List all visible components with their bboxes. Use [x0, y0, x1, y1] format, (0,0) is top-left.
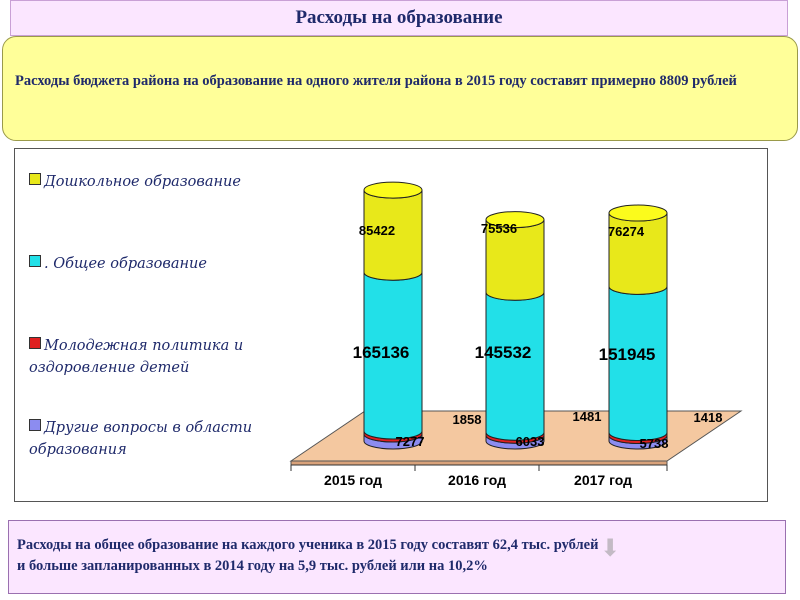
- legend-swatch-youth: [29, 337, 41, 349]
- legend-item-preschool: Дошкольное образование: [29, 171, 241, 193]
- x-tick-label-0: 2015 год: [324, 472, 382, 488]
- legend-item-youth: Молодежная политика и оздоровление детей: [29, 335, 259, 379]
- legend-swatch-preschool: [29, 173, 41, 185]
- info-callout: Расходы бюджета района на образование на…: [2, 36, 798, 141]
- chart-floor-edge: [290, 460, 668, 466]
- page-title-bar: Расходы на образование: [10, 0, 788, 36]
- bar-segment-1-3: [485, 211, 545, 301]
- value-label-0-2: 165136: [353, 343, 410, 362]
- legend-label-general: . Общее образование: [44, 256, 207, 272]
- legend-item-other: Другие вопросы в области образования: [29, 417, 265, 461]
- value-label-0-1: 1858: [453, 412, 482, 427]
- bar-segment-1-2: [485, 292, 545, 441]
- value-label-1-2: 145532: [475, 343, 532, 362]
- value-label-1-3: 75536: [481, 221, 517, 236]
- x-tick-label-2: 2017 год: [574, 472, 632, 488]
- value-label-2-3: 76274: [608, 224, 645, 239]
- value-label-0-3: 85422: [359, 223, 395, 238]
- page-title: Расходы на образование: [295, 7, 503, 28]
- bar-segment-2-3: [608, 204, 668, 295]
- legend-label-preschool: Дошкольное образование: [44, 174, 241, 190]
- footer-line-2: и больше запланированных в 2014 году на …: [17, 558, 488, 574]
- footer-note: Расходы на общее образование на каждого …: [8, 520, 786, 594]
- value-label-2-2: 151945: [599, 345, 656, 364]
- value-label-2-1: 1418: [694, 410, 723, 425]
- chart-panel: Дошкольное образование . Общее образован…: [14, 148, 768, 502]
- bar-segment-0-3: [363, 181, 423, 281]
- value-label-2-0: 5738: [640, 436, 669, 451]
- legend-label-other: Другие вопросы в области образования: [29, 420, 253, 458]
- legend-swatch-other: [29, 419, 41, 431]
- value-label-1-0: 6033: [516, 434, 545, 449]
- footer-line-1: Расходы на общее образование на каждого …: [17, 537, 599, 553]
- x-tick-label-1: 2016 год: [448, 472, 506, 488]
- watermark-icon: ⬇: [600, 534, 621, 562]
- legend-label-youth: Молодежная политика и оздоровление детей: [29, 338, 244, 376]
- legend-swatch-general: [29, 255, 41, 267]
- legend-item-general: . Общее образование: [29, 253, 207, 275]
- chart-plot: 7277 1858 165136 85422 2015 год 6033 1481 14553…: [289, 181, 743, 488]
- info-text: Расходы бюджета района на образование на…: [15, 73, 737, 89]
- value-label-0-0: 7277: [396, 434, 425, 449]
- value-label-1-1: 1481: [573, 409, 602, 424]
